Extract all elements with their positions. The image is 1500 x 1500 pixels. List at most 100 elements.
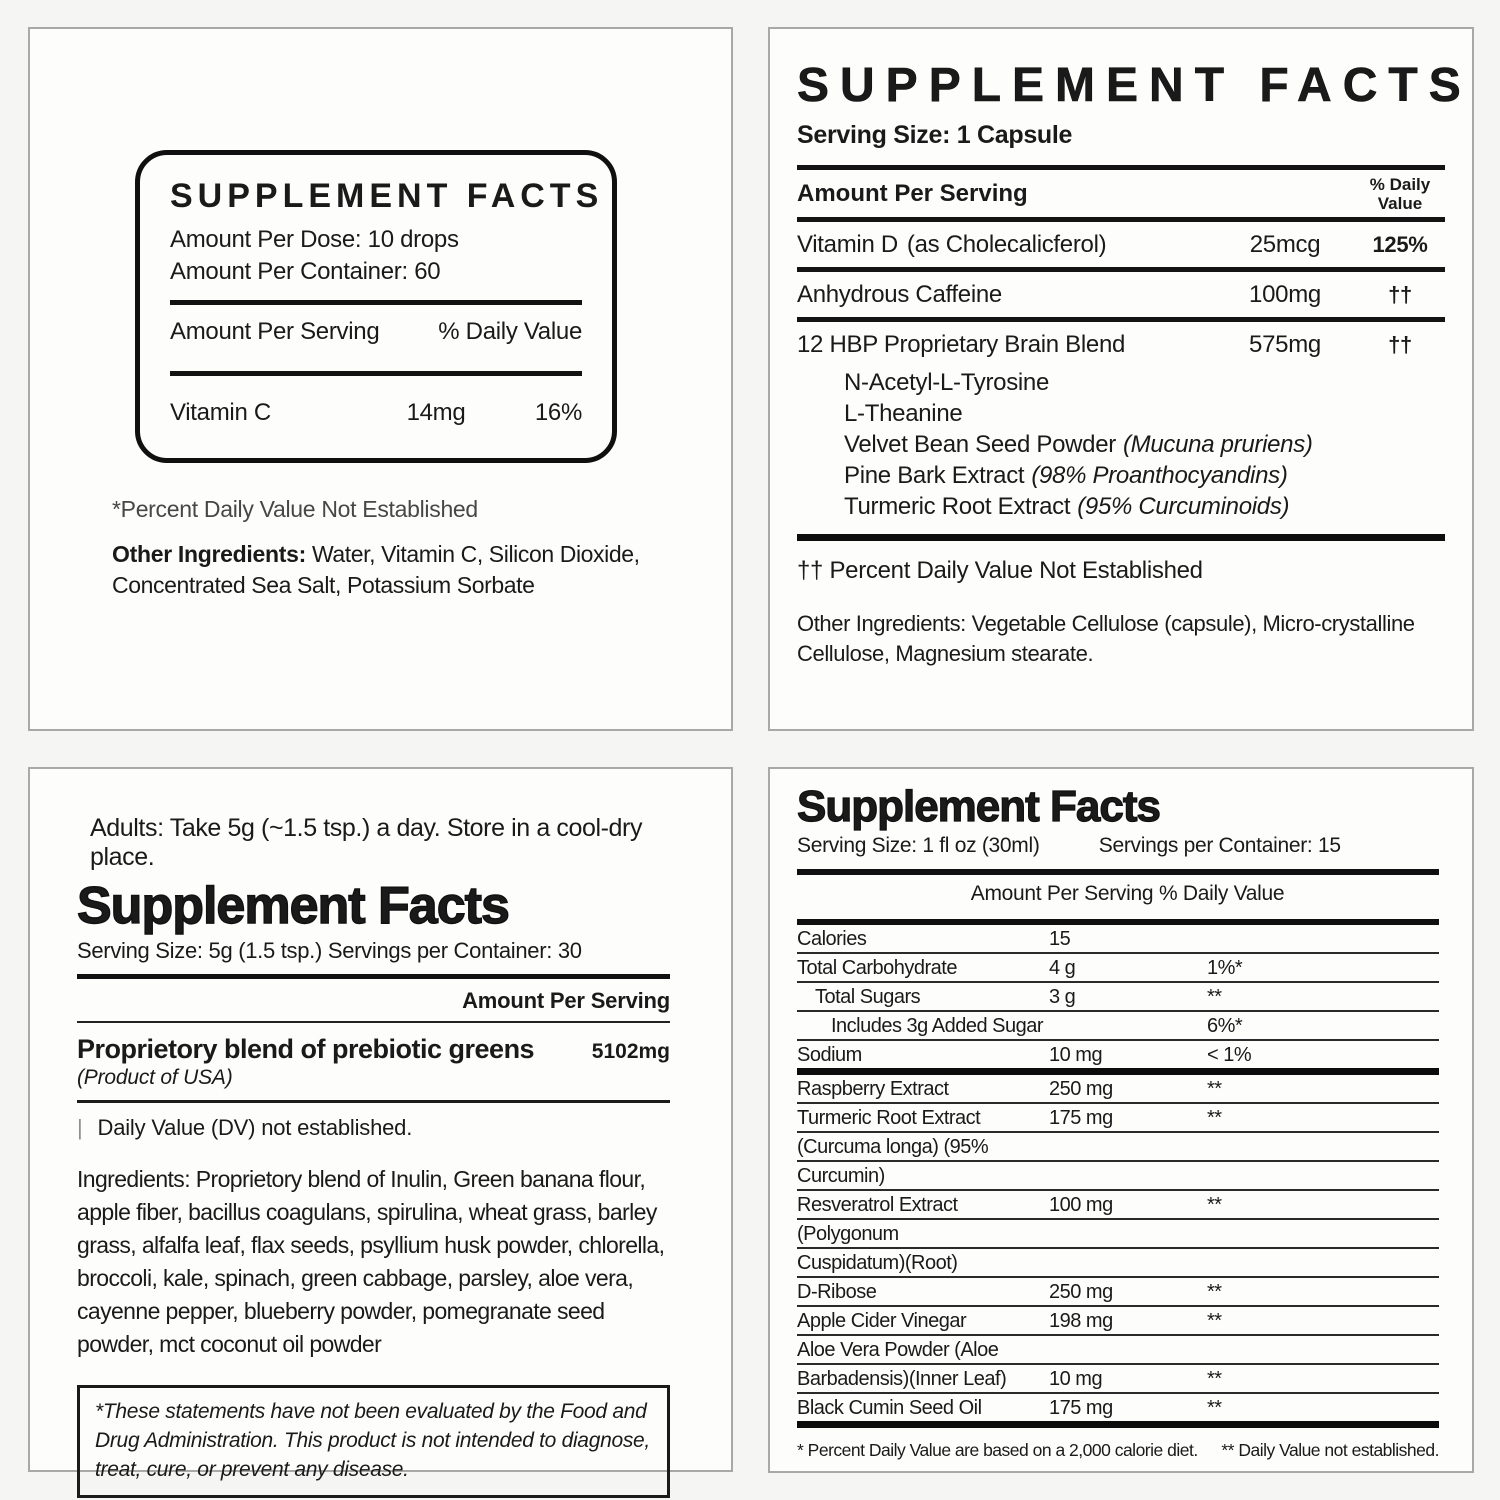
ingredient-name: 12 HBP Proprietary Brain Blend xyxy=(797,331,1126,358)
ingredient-dv xyxy=(1207,1253,1439,1273)
amount-header: Amount Per Serving xyxy=(970,882,1154,905)
ingredient-dv: 6%* xyxy=(1207,1015,1243,1037)
table-row: Curcumin) xyxy=(797,1162,1439,1191)
table-row: Sodium 10 mg < 1% xyxy=(797,1041,1439,1075)
dv-header: % Daily Value xyxy=(1159,882,1285,905)
panel-title: SUPPLEMENT FACTS xyxy=(170,177,604,215)
divider xyxy=(77,1100,670,1103)
ingredient-amount: 15 xyxy=(1049,928,1071,950)
ingredient-name: Total Sugars xyxy=(815,986,921,1008)
other-ingredients: Other Ingredients: Water, Vitamin C, Sil… xyxy=(112,539,678,601)
origin-note: (Product of USA) xyxy=(77,1066,233,1089)
serving-info: Serving Size: 1 fl oz (30ml) Servings pe… xyxy=(797,834,1439,862)
table-row: Includes 3g Added Sugar 6%* xyxy=(797,1012,1439,1041)
divider xyxy=(797,869,1439,875)
ingredient-name: Includes 3g Added Sugar xyxy=(831,1015,1044,1037)
blend-ingredient: L-Theanine xyxy=(844,400,963,427)
blend-ingredient-detail: (95% Curcuminoids) xyxy=(1077,493,1290,520)
serving-size: Serving Size: 1 Capsule xyxy=(797,121,1073,149)
ingredient-name: Raspberry Extract xyxy=(797,1078,949,1100)
ingredient-amount: 175 mg xyxy=(1049,1397,1113,1419)
table-row: Anhydrous Caffeine 100mg †† xyxy=(797,272,1445,317)
table-row: (Curcuma longa) (95% xyxy=(797,1133,1439,1162)
divider xyxy=(797,217,1445,222)
divider xyxy=(797,317,1445,322)
table-row: Proprietory blend of prebiotic greens 51… xyxy=(77,1023,670,1065)
serving-size: Serving Size: 5g (1.5 tsp.) Servings per… xyxy=(77,938,582,963)
ingredient-name: Vitamin D (as Cholecalicferol) xyxy=(797,231,1107,258)
servings-per-container: Servings per Container: 15 xyxy=(1098,834,1341,857)
ingredient-name: Aloe Vera Powder (Aloe xyxy=(797,1339,999,1361)
ingredient-dv xyxy=(1207,1137,1439,1157)
ingredient-amount: 100mg xyxy=(1249,281,1321,308)
dv-footnote-text: Daily Value (DV) not established. xyxy=(97,1115,413,1140)
ingredient-amount: 575mg xyxy=(1249,331,1321,358)
footnote-left: * Percent Daily Value are based on a 2,0… xyxy=(797,1440,1198,1460)
column-headers: Amount Per Serving % Daily Value xyxy=(797,875,1439,912)
ingredient-dv: ** xyxy=(1207,1368,1222,1390)
supplement-panel-capsule: SUPPLEMENT FACTS Serving Size: 1 Capsule… xyxy=(768,27,1474,731)
supplement-panel-greens: Adults: Take 5g (~1.5 tsp.) a day. Store… xyxy=(28,767,733,1498)
fda-disclaimer: *These statements have not been evaluate… xyxy=(77,1385,670,1498)
ingredients-list: Ingredients: Proprietory blend of Inulin… xyxy=(77,1166,665,1357)
blend-ingredient: Pine Bark Extract (98% Proanthocyandins) xyxy=(844,462,1288,489)
ingredient-name: Cuspidatum)(Root) xyxy=(797,1252,958,1274)
ingredient-name: (Curcuma longa) (95% xyxy=(797,1136,989,1158)
amount-header: Amount Per Serving xyxy=(170,318,380,345)
divider xyxy=(797,534,1445,541)
ingredient-dv xyxy=(1207,1166,1439,1186)
ingredient-dv: 125% xyxy=(1372,232,1428,257)
other-ingredients: Other Ingredients: Vegetable Cellulose (… xyxy=(797,611,1415,666)
ingredient-amount: 100 mg xyxy=(1049,1194,1113,1216)
divider xyxy=(170,300,582,305)
ingredient-name: Vitamin C xyxy=(170,399,271,426)
ingredient-dv: ** xyxy=(1207,1194,1222,1216)
blend-ingredient-detail: (98% Proanthocyandins) xyxy=(1031,462,1288,489)
blend-ingredient-detail: (Mucuna pruriens) xyxy=(1122,431,1313,458)
ingredient-amount: 25mcg xyxy=(1249,231,1321,258)
table-row: Barbadensis)(Inner Leaf) 10 mg ** xyxy=(797,1365,1439,1394)
ingredient-dv: †† xyxy=(1388,332,1412,357)
table-row: Vitamin C 14mg 16% xyxy=(170,376,582,427)
divider xyxy=(77,1021,670,1023)
ingredient-dv: 1%* xyxy=(1207,957,1243,979)
ingredient-amount: 14mg xyxy=(406,399,466,426)
panel-title: Supplement Facts xyxy=(796,781,1161,831)
dv-header: % Daily Value xyxy=(438,318,582,345)
dv-footnote: †† Percent Daily Value Not Established xyxy=(797,557,1203,584)
ingredient-detail: (as Cholecalicferol) xyxy=(906,231,1107,258)
ingredient-dv: †† xyxy=(1388,282,1412,307)
dv-footnote: *Percent Daily Value Not Established xyxy=(112,496,478,522)
ingredient-amount: 4 g xyxy=(1049,957,1076,979)
panel-title: SUPPLEMENT FACTS xyxy=(797,59,1472,113)
divider xyxy=(77,974,670,979)
table-row: 12 HBP Proprietary Brain Blend 575mg †† xyxy=(797,322,1445,367)
ingredient-dv: ** xyxy=(1207,1107,1222,1129)
ingredient-amount xyxy=(1049,1253,1207,1273)
ingredient-dv: ** xyxy=(1207,1397,1222,1419)
amount-header: Amount Per Serving xyxy=(462,988,670,1013)
ingredient-amount xyxy=(1049,1016,1207,1036)
ingredient-name: Curcumin) xyxy=(797,1165,885,1187)
ingredient-amount: 3 g xyxy=(1049,986,1076,1008)
ingredient-dv xyxy=(1207,929,1439,949)
table-row: Total Carbohydrate 4 g 1%* xyxy=(797,954,1439,983)
panel-title: Supplement Facts xyxy=(76,876,510,935)
divider xyxy=(797,267,1445,272)
divider xyxy=(170,371,582,376)
ingredient-dv: < 1% xyxy=(1207,1044,1252,1066)
ingredient-name: Sodium xyxy=(797,1044,862,1066)
divider xyxy=(797,165,1445,170)
table-row: Calories 15 xyxy=(797,925,1439,954)
ingredient-dv: ** xyxy=(1207,1281,1222,1303)
dagger-mark: | xyxy=(77,1115,83,1140)
panel-content: Adults: Take 5g (~1.5 tsp.) a day. Store… xyxy=(76,814,670,1498)
ingredient-amount: 175 mg xyxy=(1049,1107,1113,1129)
ingredient-name: Turmeric Root Extract xyxy=(797,1107,981,1129)
ingredient-name: Black Cumin Seed Oil xyxy=(797,1397,982,1419)
ingredient-amount xyxy=(1049,1166,1207,1186)
blend-ingredient: N-Acetyl-L-Tyrosine xyxy=(844,369,1050,396)
divider xyxy=(797,919,1439,925)
facts-table: Vitamin D (as Cholecalicferol) 25mcg 125% An… xyxy=(797,222,1445,522)
ingredient-name: (Polygonum xyxy=(797,1223,899,1245)
